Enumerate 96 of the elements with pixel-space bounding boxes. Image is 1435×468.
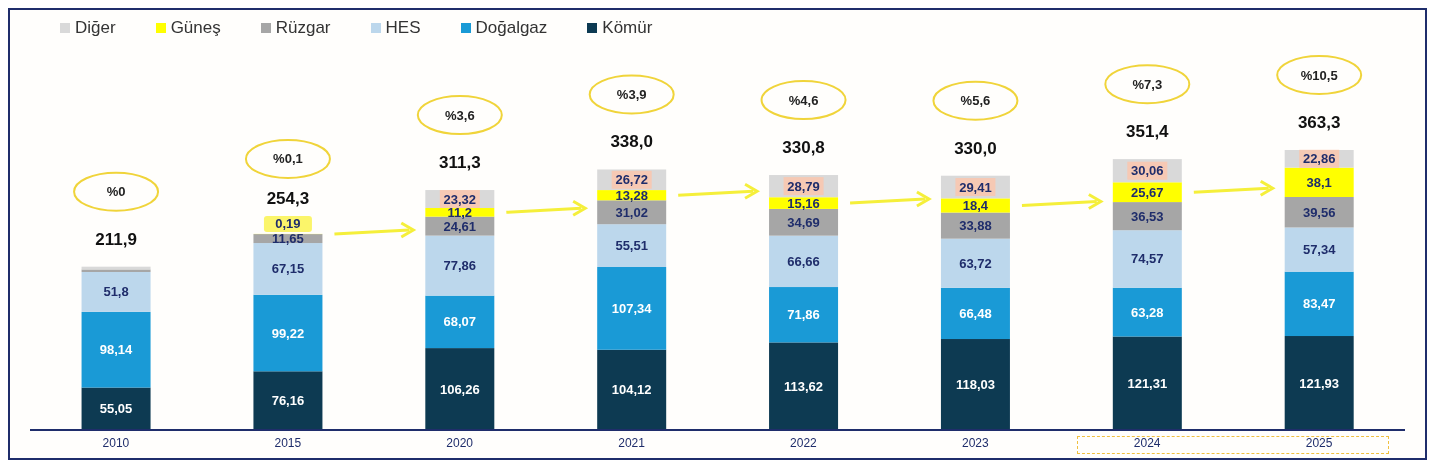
x-tick-label: 2010 [102,435,130,450]
total-label: 254,3 [266,188,310,208]
bar [1112,230,1182,288]
bar [597,349,667,430]
data-label: 51,8 [103,284,129,300]
x-tick-label: 2023 [961,435,989,450]
data-label: 63,72 [959,255,992,271]
bar [253,371,323,430]
data-label: 13,28 [615,187,648,203]
data-label: 121,93 [1299,375,1340,391]
bar [940,238,1010,288]
data-label: 55,05 [99,401,133,417]
text: %10,5 [1300,67,1338,83]
data-label: 107,34 [611,300,653,316]
total-label: 211,9 [95,229,137,249]
total-label: 363,3 [1297,113,1341,132]
text: %7,3 [1132,76,1163,92]
data-label: 98,14 [99,342,134,358]
legend-label: Rüzgar [274,18,331,38]
bar [1284,336,1354,430]
data-label: 71,86 [787,307,820,323]
data-label: 38,1 [1306,174,1332,190]
text: %3,9 [616,86,647,102]
x-tick-label: 2024 [1133,435,1161,450]
bar [597,224,667,268]
data-label: 34,69 [787,214,820,230]
bar [769,287,839,343]
data-label: 24,61 [443,218,477,234]
data-label: 76,16 [271,393,305,409]
data-label: 36,53 [1131,208,1164,224]
data-label: 25,67 [1131,184,1164,200]
legend-label: Doğalgaz [474,18,548,38]
x-tick-label: 2020 [446,435,474,450]
x-tick-label: 2021 [618,435,646,450]
text: %5,6 [960,93,991,109]
data-label: 26,72 [615,172,648,188]
data-label: 99,22 [271,325,305,341]
text: %4,6 [788,92,819,108]
bar [425,348,495,430]
total-label: 351,4 [1126,122,1170,142]
data-label: 18,4 [962,197,989,213]
data-label: 55,51 [615,238,648,254]
bar [769,342,839,430]
data-label: 113,62 [784,378,824,394]
data-label: 104,12 [611,382,652,398]
bar [81,311,151,388]
bar [1112,287,1182,337]
bar [940,339,1010,430]
total-label: 330,8 [782,138,825,158]
bar [253,294,323,372]
data-label: 106,26 [439,381,480,397]
data-label: 15,16 [787,195,820,211]
bar [425,295,495,349]
bar [1284,227,1354,272]
bar [1112,336,1182,430]
x-tick-label: 2015 [274,435,302,450]
bar [425,235,495,296]
legend-label: HES [384,18,421,38]
x-tick-label: 2025 [1305,435,1333,450]
data-label: 66,48 [959,305,992,321]
bar [940,287,1010,340]
bar [769,235,839,288]
data-label: 57,34 [1302,242,1337,258]
bar [253,243,323,295]
text: %3,6 [444,107,475,123]
bar [1284,271,1354,337]
total-label: 330,0 [954,138,997,158]
data-label: 68,07 [443,314,477,330]
data-label: 0,19 [275,216,301,232]
data-label: 30,06 [1131,163,1164,179]
bar [81,271,151,312]
data-label: 74,57 [1131,251,1164,267]
data-label: 33,88 [959,218,992,234]
annotation: %0 [106,184,126,200]
annotation: %0,1 [273,151,303,167]
total-label: 311,3 [439,153,481,173]
legend-label: Diğer [74,18,116,38]
bar [597,267,667,350]
data-label: 83,47 [1302,296,1336,312]
data-label: 67,15 [271,261,305,277]
data-label: 11,65 [272,231,304,247]
data-label: 22,86 [1302,151,1336,167]
data-label: 31,02 [615,204,648,220]
total-label: 338,0 [610,132,653,152]
data-label: 66,66 [787,253,820,269]
data-label: 39,56 [1302,204,1336,220]
data-label: 77,86 [443,258,477,274]
data-label: 29,41 [959,179,992,195]
data-label: 63,28 [1131,304,1164,320]
x-tick-label: 2022 [790,435,818,450]
data-label: 28,79 [787,178,820,194]
data-label: 121,31 [1127,375,1168,391]
legend-label: Kömür [601,18,653,38]
data-label: 118,03 [955,377,995,393]
legend-label: Güneş [169,18,221,38]
data-label: 23,32 [443,191,477,207]
